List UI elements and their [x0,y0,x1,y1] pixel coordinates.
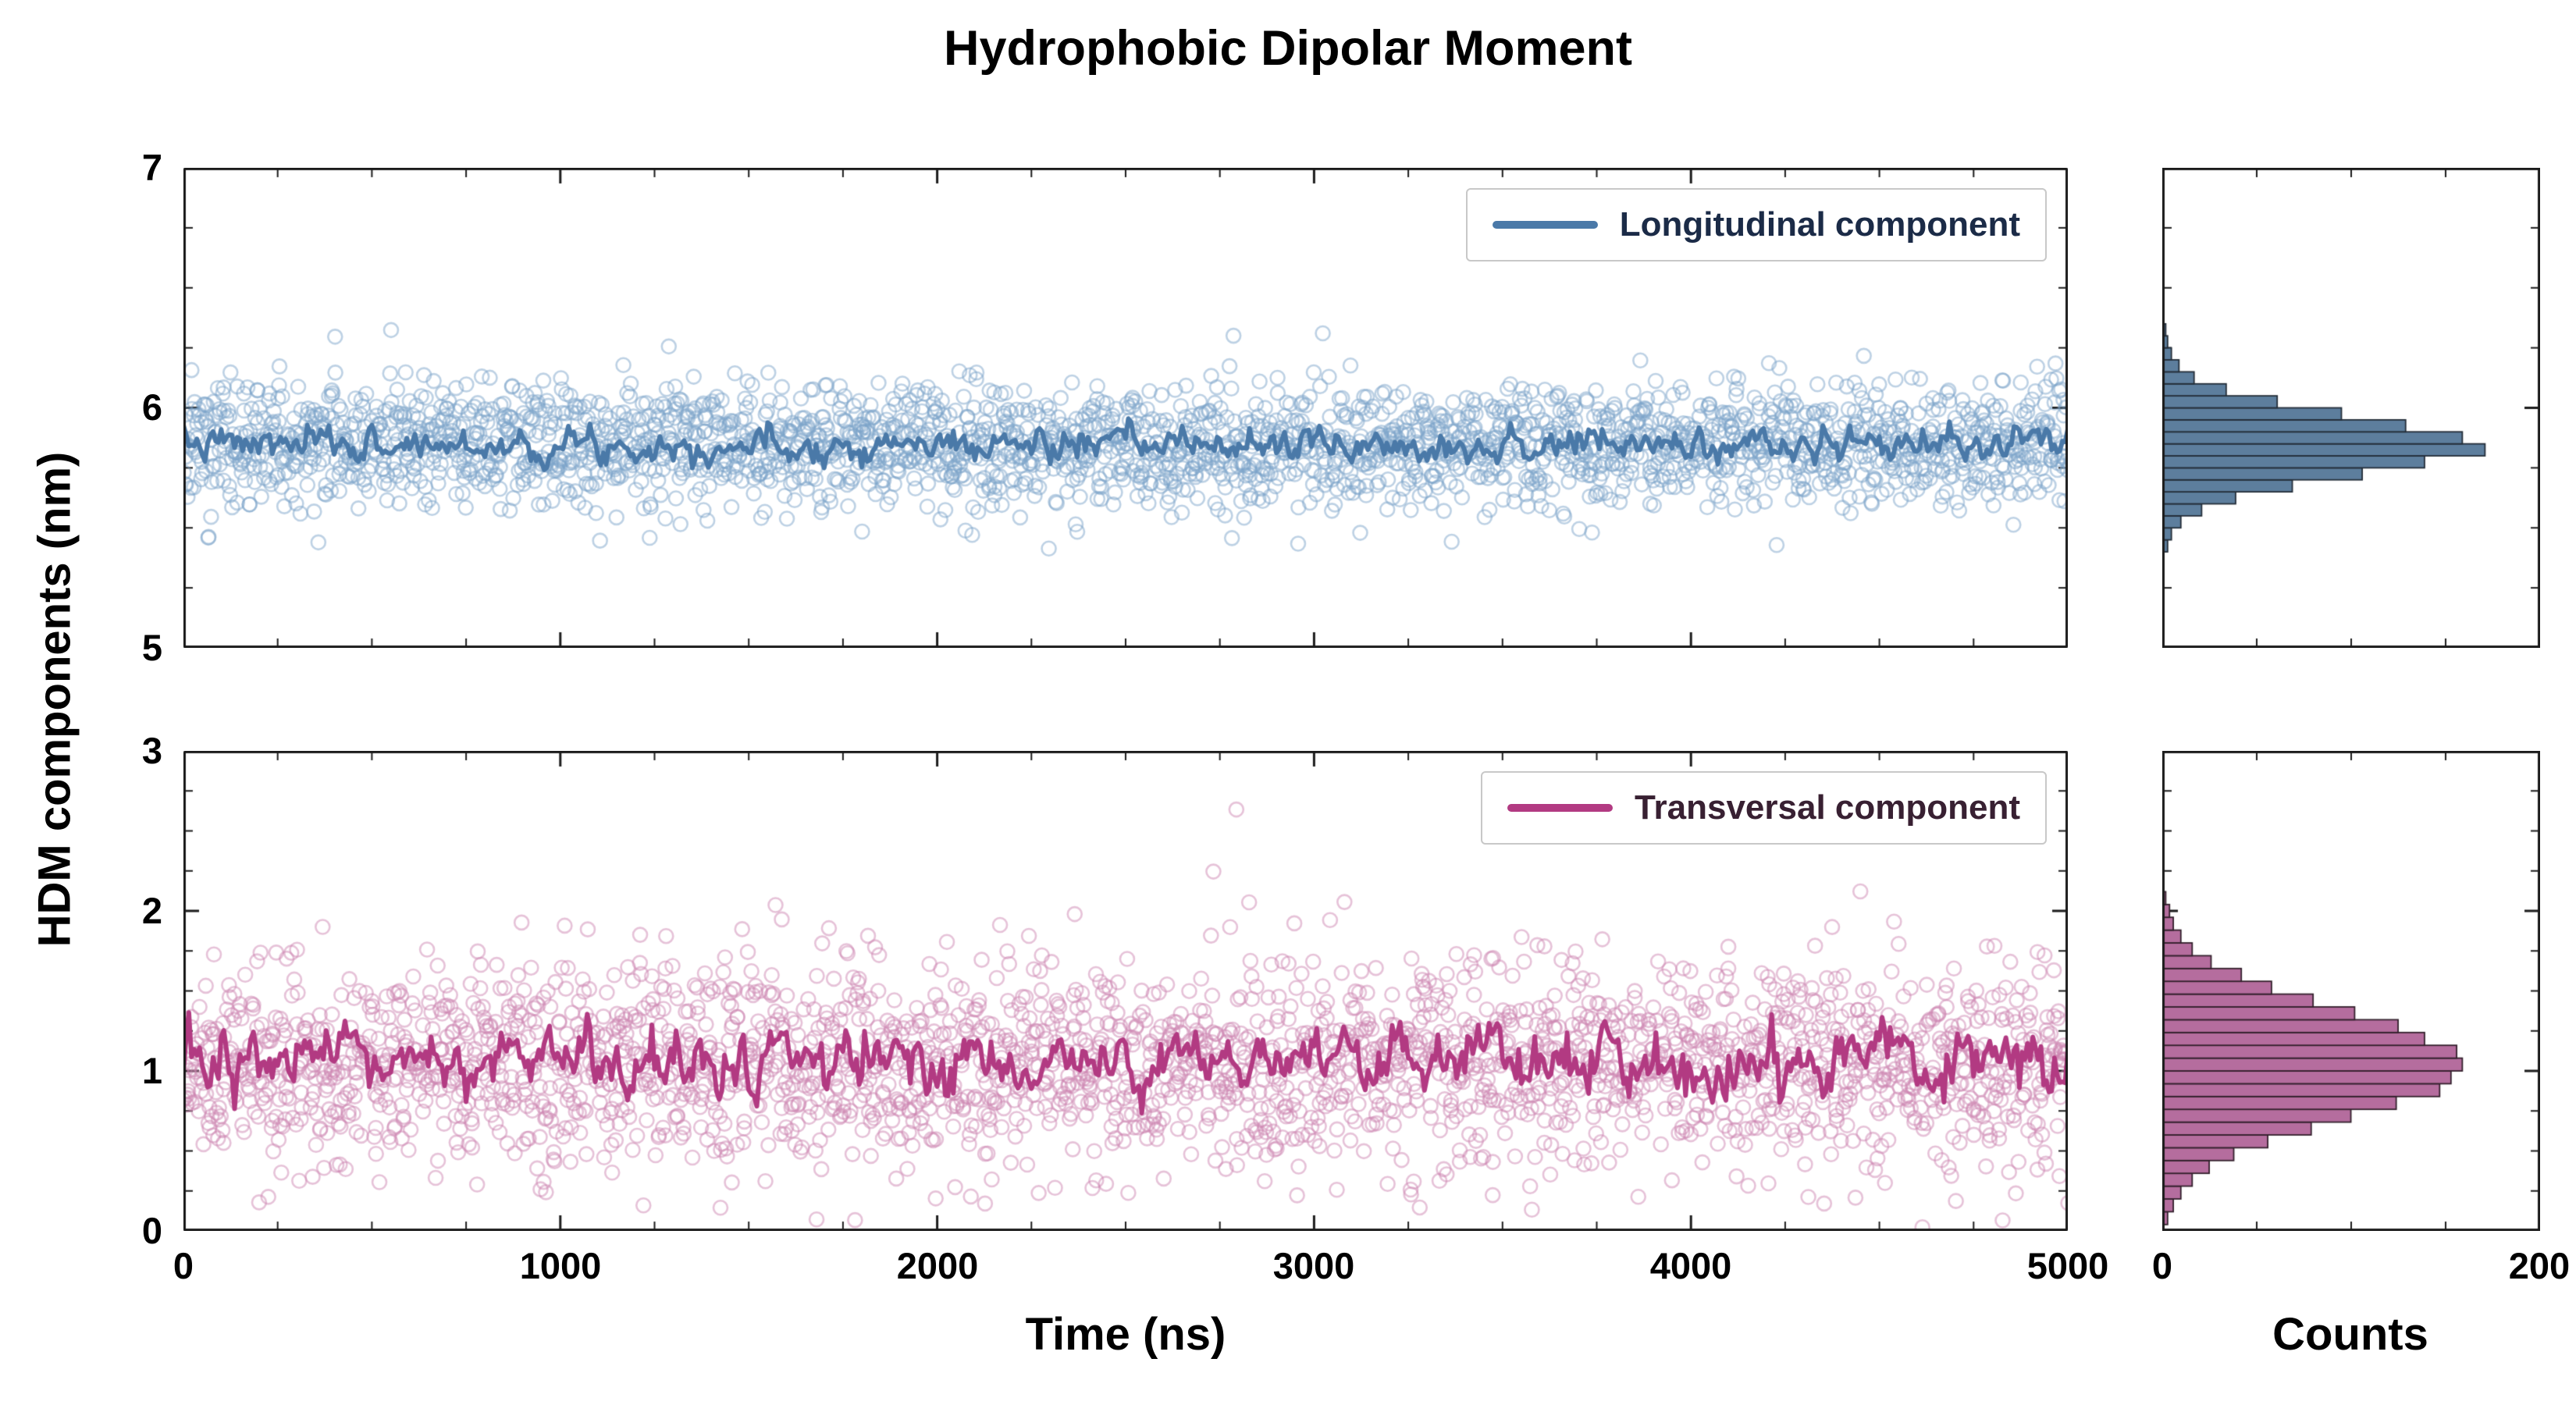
ytick-label-2: 2 [141,890,162,931]
xtick-label-counts-200: 200 [2508,1245,2571,1286]
longitudinal-histogram-panel [2162,168,2540,648]
longitudinal-timeseries-panel: Longitudinal component [183,168,2068,648]
longitudinal-histogram-canvas [2162,168,2540,648]
ytick-label-1: 1 [141,1050,162,1091]
xtick-label-2000: 2000 [896,1245,979,1286]
legend-line-swatch-longitudinal [1492,221,1598,229]
xtick-label-4000: 4000 [1649,1245,1732,1286]
transversal-histogram-panel [2162,751,2540,1231]
xtick-label-5000: 5000 [2026,1245,2109,1286]
chart-title: Hydrophobic Dipolar Moment [944,21,1632,76]
legend-longitudinal: Longitudinal component [1465,188,2047,261]
legend-label-transversal: Transversal component [1635,788,2020,827]
x-axis-label-time: Time (ns) [1025,1309,1226,1360]
transversal-histogram-canvas [2162,751,2540,1231]
ytick-label-6: 6 [141,386,162,428]
ytick-label-7: 7 [141,147,162,188]
y-axis-label: HDM components (nm) [29,451,80,948]
x-axis-label-counts: Counts [2272,1309,2428,1360]
ytick-label-5: 5 [141,627,162,668]
legend-line-swatch-transversal [1507,804,1614,812]
xtick-label-0: 0 [173,1245,194,1286]
ytick-label-0: 0 [141,1210,162,1251]
transversal-timeseries-panel: Transversal component [183,751,2068,1231]
ytick-label-3: 3 [141,730,162,771]
xtick-label-1000: 1000 [519,1245,602,1286]
legend-label-longitudinal: Longitudinal component [1619,205,2020,244]
legend-transversal: Transversal component [1481,771,2047,845]
xtick-label-3000: 3000 [1272,1245,1355,1286]
xtick-label-counts-0: 0 [2151,1245,2173,1286]
